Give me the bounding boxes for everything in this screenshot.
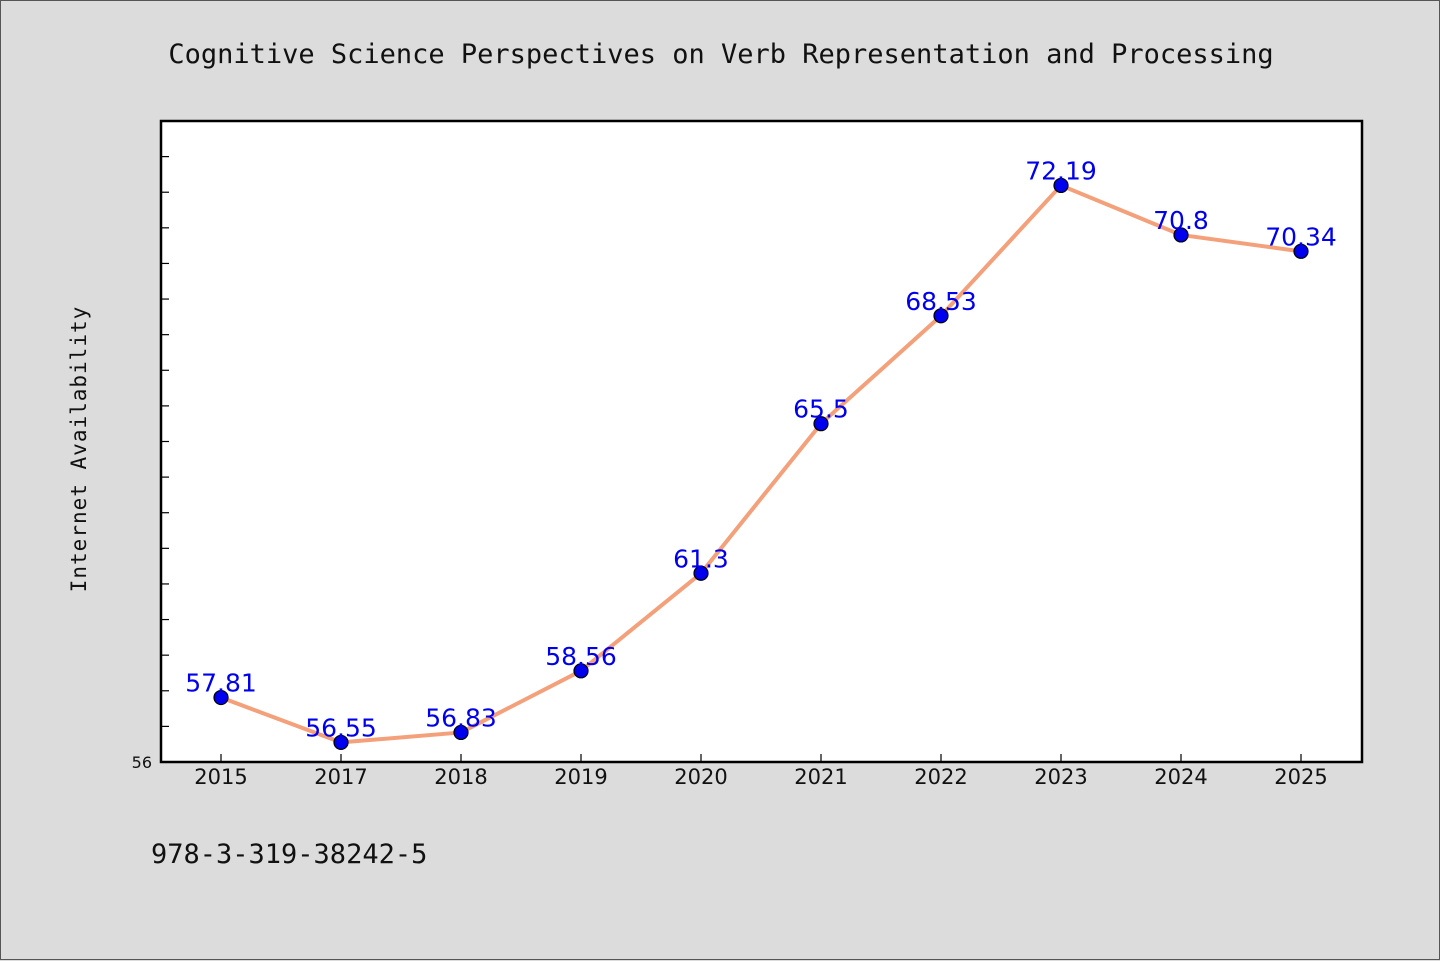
y-axis-label: Internet Availability (67, 306, 91, 593)
chart-title: Cognitive Science Perspectives on Verb R… (168, 39, 1273, 70)
data-label: 56.83 (425, 703, 497, 732)
data-label: 68.53 (905, 287, 977, 316)
series-markers (213, 177, 1309, 751)
data-labels: 57.81 56.55 56.83 58.56 61.3 65.5 68.53 72.19 70… (185, 156, 1337, 742)
x-tick-label: 2025 (1274, 765, 1327, 789)
data-point (813, 416, 829, 432)
x-tick-label: 2024 (1154, 765, 1207, 789)
x-tick-label: 2020 (674, 765, 727, 789)
data-point (1053, 177, 1069, 194)
data-point (1293, 243, 1309, 259)
x-tick-label: 2015 (194, 765, 247, 789)
x-tick-label: 2018 (434, 765, 487, 789)
data-point (453, 724, 469, 741)
x-tick-label: 2022 (914, 765, 967, 789)
series-line (219, 183, 1303, 745)
isbn-footer: 978-3-319-38242-5 (151, 839, 427, 870)
data-point (1173, 227, 1189, 243)
data-label: 57.81 (185, 669, 257, 698)
y-axis-ticks (161, 156, 169, 727)
data-label: 56.55 (305, 713, 377, 742)
data-point (693, 565, 709, 581)
x-tick-label: 2017 (314, 765, 367, 789)
data-label: 70.8 (1153, 206, 1209, 235)
data-label: 70.34 (1265, 222, 1337, 251)
x-axis-ticks: 2015 2017 2018 2019 2020 2021 2022 2023 2024 2025 (194, 754, 1328, 789)
data-point (333, 734, 349, 751)
data-label: 72.19 (1025, 156, 1097, 185)
data-label: 65.5 (793, 395, 849, 424)
data-point (213, 689, 229, 706)
x-tick-label: 2019 (554, 765, 607, 789)
data-point (933, 308, 949, 324)
x-tick-label: 2023 (1034, 765, 1087, 789)
x-tick-label: 2021 (794, 765, 847, 789)
data-point (573, 663, 589, 679)
data-label: 58.56 (545, 642, 617, 671)
y-tick-label-min: 56 (132, 753, 152, 772)
data-label: 61.3 (673, 544, 729, 573)
